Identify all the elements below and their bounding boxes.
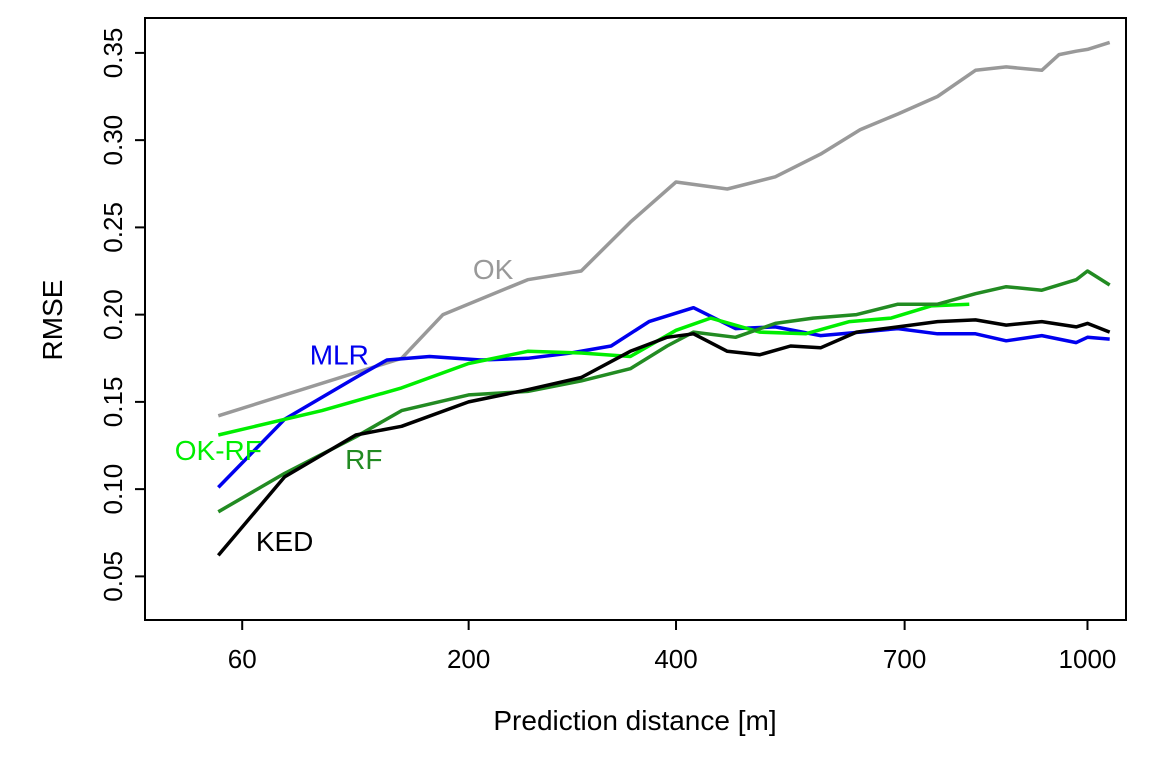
y-tick-label: 0.05 [98, 551, 128, 602]
series-label-rf: RF [345, 444, 382, 475]
series-layer [216, 40, 1111, 557]
series-line-ok [217, 40, 1111, 418]
y-axis: 0.05 0.10 0.15 0.20 0.25 0.30 0.35 [98, 28, 145, 602]
series-line-ked [216, 318, 1111, 557]
series-label-mlr: MLR [310, 339, 369, 370]
series-line-rf [217, 269, 1111, 514]
series-line-mlr [217, 305, 1110, 489]
plot-frame [144, 17, 1127, 621]
x-axis: 60 200 400 700 1000 [228, 620, 1117, 674]
x-tick-label: 60 [228, 644, 257, 674]
series-label-ked: KED [256, 526, 314, 557]
x-tick-label: 700 [883, 644, 926, 674]
y-tick-label: 0.30 [98, 115, 128, 166]
y-tick-label: 0.10 [98, 464, 128, 515]
y-tick-label: 0.35 [98, 28, 128, 79]
series-label-ok-rf: OK-RF [175, 435, 262, 466]
y-tick-label: 0.20 [98, 289, 128, 340]
y-tick-label: 0.25 [98, 202, 128, 253]
y-tick-label: 0.15 [98, 377, 128, 428]
y-axis-title: RMSE [37, 280, 68, 361]
x-tick-label: 1000 [1059, 644, 1117, 674]
series-labels: OK MLR OK-RF RF KED [175, 254, 514, 557]
series-line-ok-rf [217, 302, 970, 437]
x-tick-label: 200 [447, 644, 490, 674]
series-label-ok: OK [473, 254, 514, 285]
x-tick-label: 400 [654, 644, 697, 674]
x-axis-title: Prediction distance [m] [493, 705, 776, 736]
